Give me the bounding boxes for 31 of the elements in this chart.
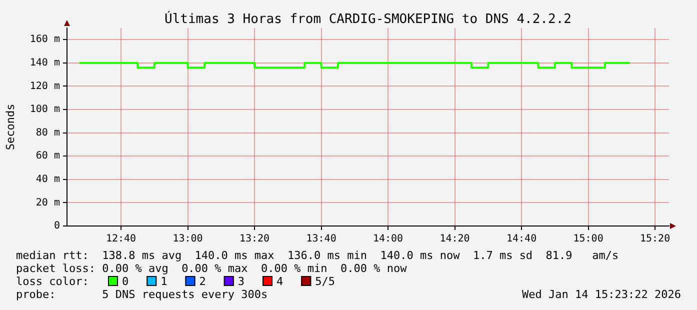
x-tick-label: 12:40 [106, 234, 136, 245]
text: probe: 5 DNS requests every 300s [16, 288, 268, 301]
x-tick-label: 14:20 [440, 234, 470, 245]
y-tick-label: 80 m [36, 127, 60, 138]
text: median rtt: 138.8 ms avg 140.0 ms max 136.0 ms min 140.0 ms now 1.7 ms sd 81.9 am/s [16, 249, 619, 262]
x-tick-label: 13:00 [172, 234, 203, 245]
y-tick-label: 140 m [30, 58, 60, 69]
x-tick-label: 13:40 [306, 234, 336, 245]
y-tick-label: 100 m [30, 104, 60, 116]
x-tick-label: 13:20 [239, 234, 270, 245]
x-tick-label: 15:00 [573, 234, 604, 245]
y-tick-label: 0 [54, 220, 60, 232]
y-tick-label: 20 m [36, 197, 60, 208]
text: packet loss: 0.00 % avg 0.00 % max 0.00 % min 0.00 % now [16, 262, 408, 275]
text: Wed Jan 14 15:23:22 2026 [522, 288, 681, 301]
x-tick-label: 15:20 [640, 234, 670, 245]
y-tick-label: 120 m [30, 80, 60, 92]
y-tick-label: 160 m [30, 34, 60, 46]
legend-label: 3 [238, 275, 244, 288]
chart-title: Últimas 3 Horas from CARDIG-SMOKEPING to DNS 4.2.2.2 [164, 10, 572, 27]
legend-label: 5/5 [315, 275, 335, 288]
legend-label: 0 [122, 275, 129, 288]
legend-label: 4 [276, 275, 284, 288]
x-tick-label: 14:00 [372, 234, 404, 245]
legend-title: loss color: [16, 275, 89, 288]
x-tick-label: 14:40 [506, 234, 537, 245]
y-axis-title: Seconds [4, 104, 17, 150]
legend-label: 2 [199, 275, 206, 288]
legend-label: 1 [160, 275, 168, 288]
y-tick-label: 60 m [36, 150, 60, 162]
y-tick-label: 40 m [36, 174, 60, 186]
